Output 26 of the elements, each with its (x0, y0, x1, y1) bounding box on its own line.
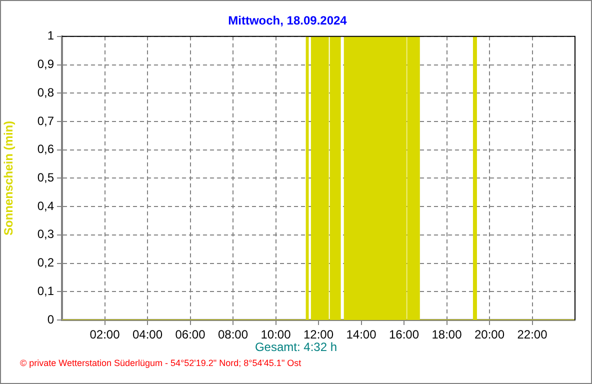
x-tick-label: 16:00 (388, 328, 420, 342)
y-tick-label: 1 (47, 28, 54, 43)
text: © private Wetterstation Süderlügum - 54°52'19.2" Nord; 8°54'45.1" Ost (20, 358, 302, 368)
y-tick-label: 0,5 (37, 170, 54, 185)
y-tick-label: 0,9 (37, 57, 54, 72)
x-tick-label: 18:00 (432, 328, 462, 342)
x-tick-label: 06:00 (175, 328, 206, 342)
y-tick-label: 0 (47, 312, 54, 326)
y-tick-label: 0,8 (37, 85, 54, 100)
x-tick-label: 12:00 (303, 328, 334, 342)
x-tick-label: 14:00 (346, 328, 377, 342)
y-tick-label: 0,7 (37, 114, 54, 128)
x-tick-label: 04:00 (132, 328, 163, 342)
chart-title: Mittwoch, 18.09.2024 (228, 14, 348, 28)
x-tick-label: 22:00 (517, 328, 548, 342)
y-axis-title: Sonnenschein (min) (2, 120, 16, 236)
y-tick-label: 0,3 (37, 227, 54, 242)
y-tick-label: 0,6 (37, 142, 54, 156)
x-tick-label: 20:00 (474, 328, 505, 342)
y-tick-label: 0,4 (37, 198, 54, 213)
x-tick-label: 02:00 (90, 328, 120, 342)
y-tick-label: 0,2 (37, 256, 54, 270)
y-tick-label: 0,1 (37, 284, 54, 298)
x-tick-label: 08:00 (218, 328, 248, 342)
x-tick-label: 10:00 (260, 328, 292, 342)
text: Gesamt: 4:32 h (254, 340, 338, 354)
